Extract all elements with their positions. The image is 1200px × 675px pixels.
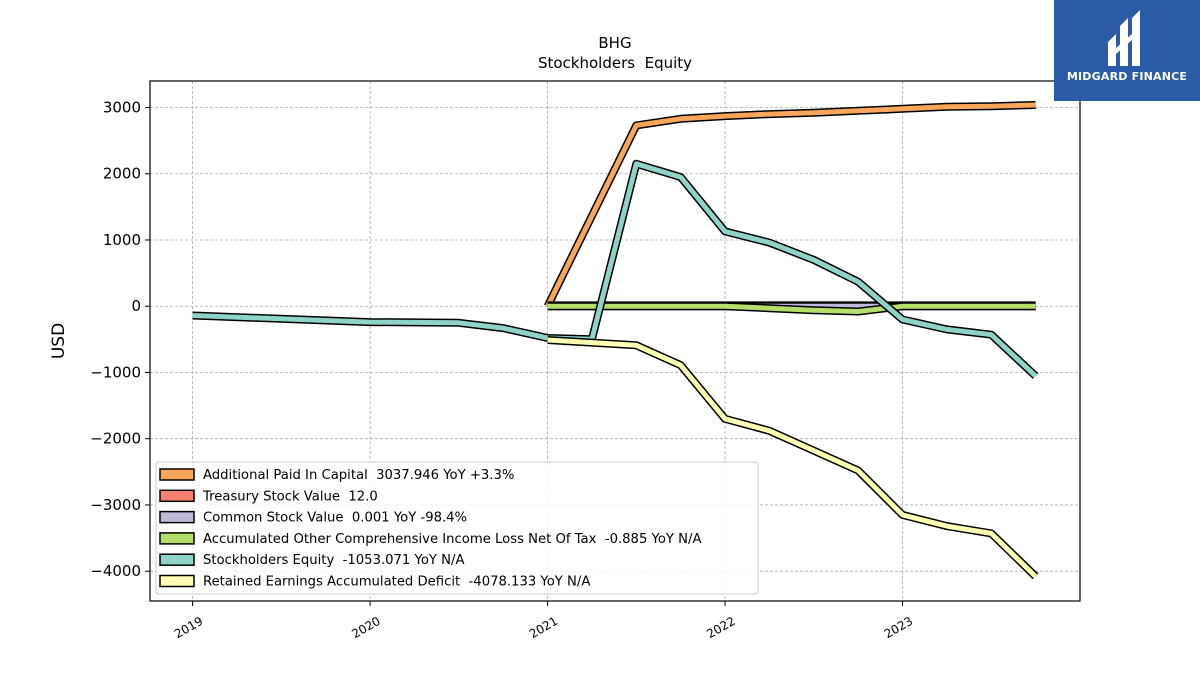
y-tick-label: 3000 [103,98,141,116]
y-tick-label: 2000 [103,165,141,183]
y-tick-label: −1000 [90,363,141,381]
legend-label: Accumulated Other Comprehensive Income L… [203,532,701,547]
legend-item: Accumulated Other Comprehensive Income L… [159,532,701,547]
series-line-stroke [545,102,1036,308]
y-tick-label: −2000 [90,430,141,448]
series-line-stroke [547,337,1038,579]
midgard-logo-icon [1108,10,1140,66]
legend-swatch [159,510,195,524]
legend-label: Treasury Stock Value 12.0 [202,489,378,504]
plot-frame [149,80,1081,602]
series-lines [192,101,1039,580]
x-axis-ticks: 2019 2020 2021 2022 2023 [172,601,915,641]
legend-item: Common Stock Value 0.001 YoY -98.4% [159,510,467,526]
series-line-outline [544,101,1036,308]
legend-swatch [159,574,195,588]
x-tick-label: 2020 [349,614,382,641]
legend: Additional Paid In Capital 3037.946 YoY … [155,461,759,595]
series-line [547,302,1036,316]
series-line [544,101,1036,308]
legend-swatch [159,553,195,566]
brand-logo: MIDGARD FINANCE [1054,0,1200,101]
legend-item: Treasury Stock Value 12.0 [159,489,378,504]
x-tick-label: 2021 [527,614,560,641]
legend-item: Additional Paid In Capital 3037.946 YoY … [159,468,514,483]
y-tick-label: 0 [131,297,141,315]
chart-subtitle: Stockholders Equity [538,54,692,72]
legend-label: Common Stock Value 0.001 YoY -98.4% [203,511,467,526]
y-tick-label: −3000 [90,496,141,514]
series-line-stroke [547,303,1036,314]
series-line [192,159,1039,379]
y-tick-label: 1000 [103,231,141,249]
series-line [547,336,1039,580]
legend-item: Stockholders Equity -1053.071 YoY N/A [159,553,464,568]
chart-title: BHG [598,34,631,52]
legend-swatch [159,532,195,545]
legend-box [155,461,759,595]
legend-item: Retained Earnings Accumulated Deficit -4… [159,574,590,590]
legend-label: Stockholders Equity -1053.071 YoY N/A [203,553,464,568]
series-line-stroke [192,161,1038,378]
y-axis-ticks: 3000 2000 1000 0 −1000 −2000 −3000 −4000 [90,98,150,580]
brand-name: MIDGARD FINANCE [1066,70,1188,83]
legend-label: Additional Paid In Capital 3037.946 YoY … [203,468,514,483]
legend-swatch [159,468,195,481]
legend-swatch [159,489,195,503]
x-tick-label: 2019 [172,614,205,641]
x-tick-label: 2022 [704,614,737,641]
y-axis-label: USD [49,323,69,359]
legend-label: Retained Earnings Accumulated Deficit -4… [203,575,590,590]
y-tick-label: −4000 [90,562,141,580]
x-tick-label: 2023 [882,614,915,641]
